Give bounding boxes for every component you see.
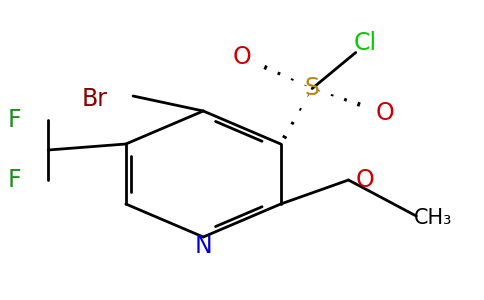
Text: O: O [233,45,251,69]
Text: O: O [376,100,394,124]
Text: CH₃: CH₃ [414,208,453,227]
Text: F: F [8,108,21,132]
Text: O: O [356,168,375,192]
Text: S: S [305,76,319,100]
Text: Br: Br [81,87,107,111]
Text: N: N [195,234,212,258]
Text: F: F [8,168,21,192]
Text: Cl: Cl [354,32,377,56]
